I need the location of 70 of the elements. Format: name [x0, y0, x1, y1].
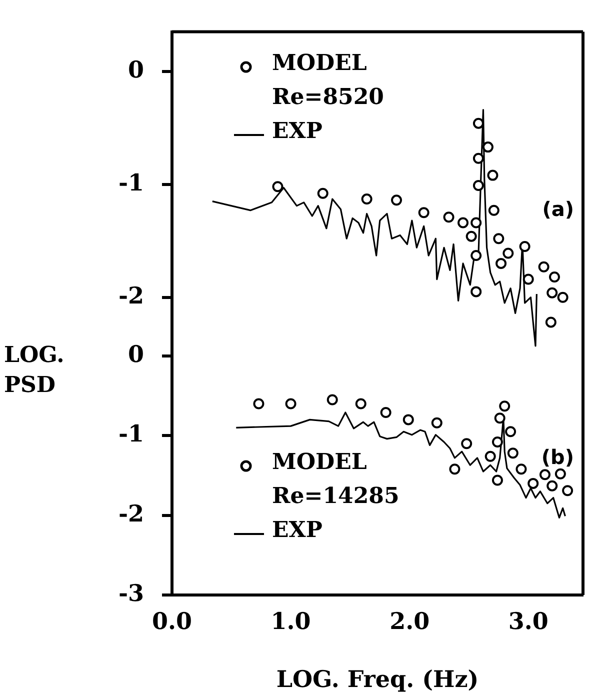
- legend-label: MODEL: [272, 448, 367, 477]
- y-tick-label: -1: [118, 169, 144, 196]
- point: [545, 316, 556, 328]
- point: [546, 480, 558, 492]
- point: [528, 478, 539, 489]
- point: [548, 272, 560, 283]
- point: [499, 400, 510, 412]
- x-tick-label: 1.0: [270, 608, 311, 635]
- point: [493, 233, 504, 244]
- point: [458, 217, 469, 228]
- point: [472, 152, 484, 164]
- legend-title: Re=8520: [271, 82, 384, 112]
- point: [539, 469, 550, 480]
- y-tick-label: -2: [118, 500, 144, 528]
- point: [317, 188, 328, 199]
- x-tick-label: 3.0: [508, 608, 548, 635]
- x-tick-label: 2.0: [390, 608, 430, 635]
- point: [554, 468, 566, 480]
- point: [516, 464, 527, 475]
- point: [538, 261, 550, 272]
- point: [466, 230, 477, 242]
- point: [522, 274, 534, 285]
- point: [502, 248, 514, 259]
- point: [272, 181, 284, 192]
- legend-title: Re=14285: [271, 482, 400, 511]
- point: [380, 407, 392, 418]
- point: [557, 292, 568, 303]
- x-axis-title: LOG. Freq. (Hz): [276, 666, 479, 694]
- point: [472, 180, 484, 191]
- point: [562, 485, 574, 496]
- legend-label: MODEL: [272, 48, 367, 78]
- point: [449, 464, 460, 475]
- point: [496, 258, 507, 269]
- point: [361, 194, 372, 205]
- point: [505, 426, 516, 438]
- point: [470, 217, 482, 228]
- point: [487, 170, 498, 181]
- point: [519, 241, 530, 252]
- point: [482, 142, 494, 153]
- point: [484, 450, 496, 462]
- point: [326, 394, 338, 406]
- x-tick-label: 0.0: [152, 608, 192, 635]
- point: [470, 286, 482, 298]
- point: [546, 287, 558, 298]
- point: [402, 414, 414, 426]
- annotation: (b): [541, 445, 574, 469]
- point: [492, 474, 503, 486]
- legend-label: EXP: [272, 116, 322, 146]
- point: [443, 212, 454, 223]
- point: [488, 204, 500, 216]
- point: [431, 417, 442, 428]
- point: [494, 412, 506, 424]
- point: [470, 250, 482, 262]
- y-tick-label: 0: [128, 340, 144, 368]
- annotation: (a): [542, 196, 574, 221]
- point: [285, 398, 296, 410]
- y-axis-title: LOG. PSD: [4, 341, 66, 400]
- point: [472, 118, 484, 129]
- y-tick-label: -3: [118, 580, 144, 607]
- y-tick-label: -2: [118, 282, 144, 310]
- point: [461, 438, 472, 450]
- point: [507, 448, 518, 459]
- y-tick-label: 0: [128, 56, 144, 84]
- point: [355, 398, 366, 410]
- point: [492, 436, 503, 448]
- point: [253, 398, 264, 410]
- y-tick-label: -1: [118, 420, 144, 448]
- point: [418, 207, 430, 218]
- legend-label: EXP: [272, 516, 322, 545]
- point: [391, 194, 402, 206]
